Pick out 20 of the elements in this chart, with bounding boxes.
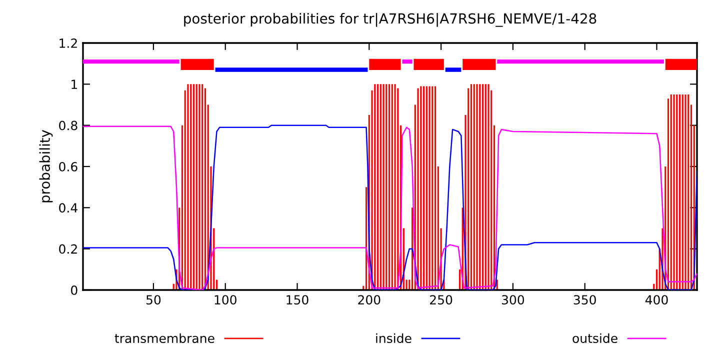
x-tick-label: 250 xyxy=(430,295,452,305)
legend-label: transmembrane xyxy=(114,333,214,344)
x-tick-label: 50 xyxy=(146,295,161,305)
x-tick-label: 100 xyxy=(214,295,236,305)
y-tick-label: 0.8 xyxy=(59,120,78,130)
y-tick-label: 1 xyxy=(72,80,77,89)
x-tick-label: 150 xyxy=(286,295,308,305)
chart-title: posterior probabilities for tr|A7RSH6|A7RSH6_NEMVE/1-428 xyxy=(184,12,596,27)
y-tick-label: 0.6 xyxy=(59,162,78,172)
y-tick-label: 1.2 xyxy=(60,38,77,48)
legend-label: outside xyxy=(572,333,618,344)
legend-label: inside xyxy=(376,333,412,344)
x-tick-label: 400 xyxy=(645,295,668,305)
x-tick-label: 200 xyxy=(358,295,380,305)
x-tick-label: 350 xyxy=(574,295,596,305)
y-axis-title: probability xyxy=(39,130,53,202)
y-tick-label: 0 xyxy=(71,285,78,295)
y-tick-label: 0.2 xyxy=(59,244,77,254)
x-tick-label: 300 xyxy=(502,295,524,305)
y-tick-label: 0.4 xyxy=(59,203,78,213)
